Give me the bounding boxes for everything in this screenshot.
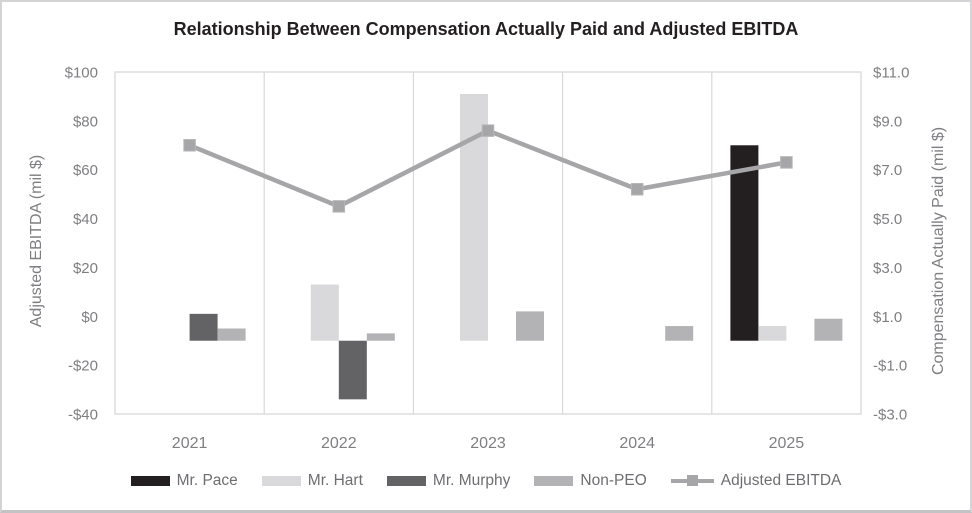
legend-item-mr-murphy: Mr. Murphy xyxy=(386,472,511,490)
bar-mr-murphy-2021 xyxy=(189,313,218,341)
y-axis-left-tick: $80 xyxy=(73,113,98,130)
bar-mr-pace-2025 xyxy=(730,145,759,341)
bar-mr-murphy-2022 xyxy=(338,340,367,400)
bar-non-peo-2025 xyxy=(814,318,843,341)
legend-item-mr-pace: Mr. Pace xyxy=(130,472,238,490)
adjusted-ebitda-marker-2021 xyxy=(183,139,196,152)
y-axis-left-tick: $20 xyxy=(73,260,98,277)
bar-non-peo-2022 xyxy=(366,333,395,341)
bar-non-peo-2024 xyxy=(665,326,694,341)
y-axis-right-tick: $1.0 xyxy=(873,309,902,326)
x-axis-label-2023: 2023 xyxy=(470,435,506,452)
y-axis-right-tick: $11.0 xyxy=(873,65,909,82)
x-axis-label-2022: 2022 xyxy=(321,435,357,452)
legend-label-mr-pace: Mr. Pace xyxy=(176,472,238,489)
y-axis-left-tick: $100 xyxy=(65,65,98,82)
y-axis-right-tick: -$3.0 xyxy=(873,407,907,424)
adjusted-ebitda-marker-2023 xyxy=(481,124,495,137)
legend-item-adjusted-ebitda: Adjusted EBITDA xyxy=(670,472,842,490)
legend-label-mr-hart: Mr. Hart xyxy=(307,472,363,489)
legend-item-mr-hart: Mr. Hart xyxy=(261,472,363,490)
legend-swatch-mr-pace xyxy=(130,476,170,486)
y-axis-right-tick: $9.0 xyxy=(873,113,902,130)
chart-legend: Mr. Pace Mr. Hart Mr. Murphy Non-PEO Adjuste… xyxy=(2,472,970,490)
adjusted-ebitda-line xyxy=(188,128,787,209)
x-axis-label-2025: 2025 xyxy=(769,435,805,452)
chart-title: Relationship Between Compensation Actual… xyxy=(173,19,799,39)
y-axis-left-tick: -$40 xyxy=(68,407,98,424)
y-axis-right-tick: $3.0 xyxy=(873,260,902,277)
y-axis-right-tick: $5.0 xyxy=(873,211,902,228)
legend-label-mr-murphy: Mr. Murphy xyxy=(432,472,511,489)
legend-item-non-peo: Non-PEO xyxy=(534,472,647,490)
y-axis-left-tick: $0 xyxy=(81,309,98,326)
adjusted-ebitda-marker-2022 xyxy=(332,200,346,213)
adjusted-ebitda-marker-2024 xyxy=(630,183,644,196)
bar-non-peo-2023 xyxy=(516,311,544,341)
bar-mr-hart-2025 xyxy=(758,326,787,341)
legend-swatch-mr-hart xyxy=(261,476,301,486)
bar-mr-hart-2022 xyxy=(310,284,339,341)
x-axis-label-2021: 2021 xyxy=(172,435,208,452)
legend-swatch-mr-murphy xyxy=(386,476,426,486)
legend-swatch-non-peo xyxy=(534,476,574,486)
plot-border xyxy=(114,71,862,415)
legend-label-adjusted-ebitda: Adjusted EBITDA xyxy=(720,472,842,489)
bar-non-peo-2021 xyxy=(217,328,246,341)
legend-line-marker-icon xyxy=(686,475,698,487)
y-axis-right-tick: $7.0 xyxy=(873,162,902,179)
y-axis-right-tick: -$1.0 xyxy=(873,358,907,375)
legend-line-swatch-adjusted-ebitda xyxy=(670,475,714,487)
y-axis-left-tick: $60 xyxy=(73,162,98,179)
adjusted-ebitda-marker-2025 xyxy=(780,156,793,169)
legend-label-non-peo: Non-PEO xyxy=(580,472,647,489)
y-axis-left-tick: $40 xyxy=(73,211,98,228)
x-axis-label-2024: 2024 xyxy=(619,435,655,452)
y-axis-left-tick: -$20 xyxy=(68,358,98,375)
